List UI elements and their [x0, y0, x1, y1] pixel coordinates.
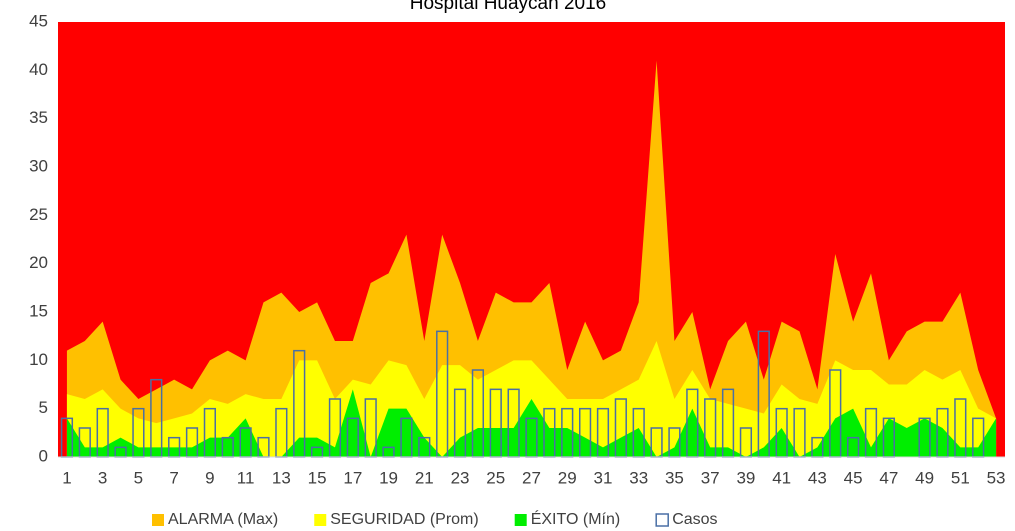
x-tick-label: 7 — [169, 468, 178, 487]
legend-swatch — [152, 514, 164, 526]
y-tick-label: 35 — [29, 108, 48, 127]
x-tick-label: 13 — [272, 468, 291, 487]
legend: ALARMA (Max) SEGURIDAD (Prom) ÉXITO (Mín) C… — [152, 509, 718, 528]
legend-label: SEGURIDAD (Prom) — [330, 511, 478, 528]
y-tick-label: 40 — [29, 60, 48, 79]
chart-title: Hospital Huaycán 2016 — [410, 0, 606, 14]
x-tick-label: 9 — [205, 468, 214, 487]
x-tick-label: 35 — [665, 468, 684, 487]
x-tick-label: 21 — [415, 468, 434, 487]
y-tick-label: 30 — [29, 156, 48, 175]
x-tick-label: 27 — [522, 468, 541, 487]
x-tick-label: 23 — [451, 468, 470, 487]
y-tick-label: 20 — [29, 253, 48, 272]
y-tick-label: 15 — [29, 301, 48, 320]
x-tick-label: 5 — [134, 468, 143, 487]
x-tick-label: 3 — [98, 468, 107, 487]
x-tick-label: 47 — [879, 468, 898, 487]
x-tick-label: 43 — [808, 468, 827, 487]
x-tick-label: 17 — [343, 468, 362, 487]
legend-label: ÉXITO (Mín) — [531, 509, 621, 528]
area — [66, 389, 997, 457]
area — [66, 60, 997, 458]
x-tick-label: 33 — [629, 468, 648, 487]
legend-swatch — [514, 514, 527, 526]
x-tick-label: 45 — [844, 468, 863, 487]
y-tick-label: 45 — [29, 11, 48, 30]
x-tick-label: 41 — [772, 468, 791, 487]
x-tick-label: 53 — [987, 468, 1006, 487]
x-tick-label: 11 — [237, 468, 255, 487]
x-tick-label: 25 — [486, 468, 505, 487]
x-tick-label: 37 — [701, 468, 720, 487]
legend-swatch — [314, 514, 327, 526]
x-tick-label: 49 — [915, 468, 934, 487]
legend-label: Casos — [672, 511, 717, 528]
legend-swatch — [655, 513, 669, 527]
y-tick-label: 5 — [39, 398, 48, 417]
x-tick-label: 51 — [951, 468, 970, 487]
x-tick-label: 31 — [594, 468, 613, 487]
x-tick-label: 15 — [308, 468, 327, 487]
legend-label: ALARMA (Max) — [168, 511, 278, 528]
x-tick-label: 39 — [736, 468, 755, 487]
x-tick-label: 29 — [558, 468, 577, 487]
y-tick-label: 25 — [29, 205, 48, 224]
y-tick-label: 0 — [39, 446, 48, 465]
y-tick-label: 10 — [29, 350, 48, 369]
x-tick-label: 1 — [62, 468, 71, 487]
x-tick-label: 19 — [379, 468, 398, 487]
